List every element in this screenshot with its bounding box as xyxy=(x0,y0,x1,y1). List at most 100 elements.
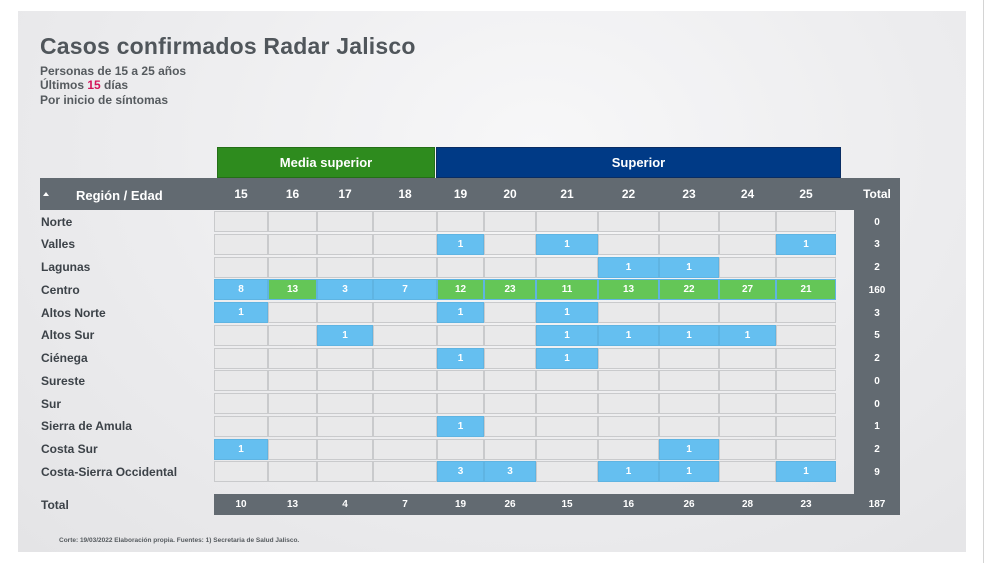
table-cell: 1 xyxy=(437,233,484,255)
table-cell xyxy=(536,370,598,392)
row-total: 160 xyxy=(868,284,886,296)
table-cell xyxy=(268,302,317,323)
table-cell: 1 xyxy=(659,461,719,483)
table-cell xyxy=(536,211,598,232)
age-header-21: 21 xyxy=(560,187,574,201)
table-cell xyxy=(268,324,317,346)
table-cell: 21 xyxy=(776,279,836,301)
row-label: Sureste xyxy=(41,373,86,388)
table-cell xyxy=(776,393,836,414)
row-label: Centro xyxy=(41,282,80,297)
table-cell: 1 xyxy=(776,233,836,255)
table-cell: 1 xyxy=(776,461,836,483)
column-total: 19 xyxy=(454,499,467,510)
table-cell xyxy=(268,461,317,483)
table-cell: 1 xyxy=(536,347,598,369)
table-cell: 1 xyxy=(214,302,268,323)
table-cell: 22 xyxy=(659,279,719,301)
table-cell: 13 xyxy=(268,279,317,301)
table-cell: 1 xyxy=(536,233,598,255)
table-cell xyxy=(598,211,659,232)
table-cell xyxy=(437,211,484,232)
table-cell xyxy=(719,461,776,483)
table-cell xyxy=(268,438,317,460)
table-cell: 1 xyxy=(659,438,719,460)
table-cell xyxy=(776,370,836,392)
total-column xyxy=(854,210,900,494)
table-cell xyxy=(484,370,536,392)
table-cell: 1 xyxy=(437,415,484,437)
table-cell xyxy=(776,324,836,346)
table-cell xyxy=(659,393,719,414)
sort-up-icon[interactable] xyxy=(43,192,49,196)
table-cell xyxy=(484,393,536,414)
table-cell xyxy=(659,415,719,437)
table-cell xyxy=(268,233,317,255)
table-cell xyxy=(437,370,484,392)
table-cell xyxy=(659,347,719,369)
table-cell xyxy=(373,461,437,483)
table-cell: 3 xyxy=(437,461,484,483)
column-total: 13 xyxy=(286,499,299,510)
column-total: 26 xyxy=(683,499,695,510)
subtitle-days: Últimos 15 días xyxy=(40,78,128,92)
table-cell xyxy=(268,415,317,437)
table-cell xyxy=(317,211,373,232)
table-cell xyxy=(484,211,536,232)
table-cell xyxy=(214,233,268,255)
table-cell: 13 xyxy=(598,279,659,301)
table-cell xyxy=(214,256,268,278)
table-cell xyxy=(373,370,437,392)
table-cell xyxy=(776,211,836,232)
table-cell xyxy=(719,370,776,392)
table-cell xyxy=(719,256,776,278)
table-cell xyxy=(719,302,776,323)
grand-total: 187 xyxy=(868,499,886,510)
table-cell xyxy=(776,438,836,460)
age-header-24: 24 xyxy=(740,187,755,201)
table-cell: 8 xyxy=(214,279,268,301)
table-cell: 1 xyxy=(437,347,484,369)
table-cell xyxy=(317,438,373,460)
table-cell xyxy=(437,393,484,414)
column-total: 4 xyxy=(342,499,348,510)
table-cell xyxy=(214,415,268,437)
totals-row-label: Total xyxy=(41,497,69,512)
table-cell xyxy=(484,415,536,437)
page-edge-line xyxy=(983,0,984,563)
table-cell xyxy=(214,461,268,483)
row-total: 3 xyxy=(874,307,880,319)
row-total: 3 xyxy=(874,239,880,251)
table-cell: 1 xyxy=(536,324,598,346)
table-cell xyxy=(776,256,836,278)
table-cell xyxy=(659,302,719,323)
table-cell xyxy=(373,415,437,437)
table-cell: 1 xyxy=(598,256,659,278)
table-cell xyxy=(484,438,536,460)
region-age-header[interactable]: Región / Edad xyxy=(40,178,214,210)
table-cell xyxy=(373,302,437,323)
table-header xyxy=(40,178,900,210)
region-age-label: Región / Edad xyxy=(76,188,163,203)
table-cell xyxy=(317,302,373,323)
table-cell: 1 xyxy=(598,324,659,346)
subtitle-age-range: Personas de 15 a 25 años xyxy=(40,64,187,78)
table-cell xyxy=(268,256,317,278)
row-total: 2 xyxy=(874,353,880,364)
table-cell: 1 xyxy=(317,324,373,346)
table-cell xyxy=(484,324,536,346)
table-cell xyxy=(373,347,437,369)
subtitle-days-number: 15 xyxy=(87,78,101,92)
age-header-25: 25 xyxy=(799,187,813,201)
table-cell xyxy=(536,256,598,278)
table-cell xyxy=(719,211,776,232)
column-total: 16 xyxy=(622,499,635,510)
table-cell xyxy=(317,393,373,414)
table-cell xyxy=(373,256,437,278)
row-total: 0 xyxy=(874,375,880,387)
row-label: Norte xyxy=(41,214,73,229)
table-cell xyxy=(268,370,317,392)
row-label: Altos Norte xyxy=(41,305,106,320)
row-label: Lagunas xyxy=(41,260,91,274)
table-cell xyxy=(536,393,598,414)
